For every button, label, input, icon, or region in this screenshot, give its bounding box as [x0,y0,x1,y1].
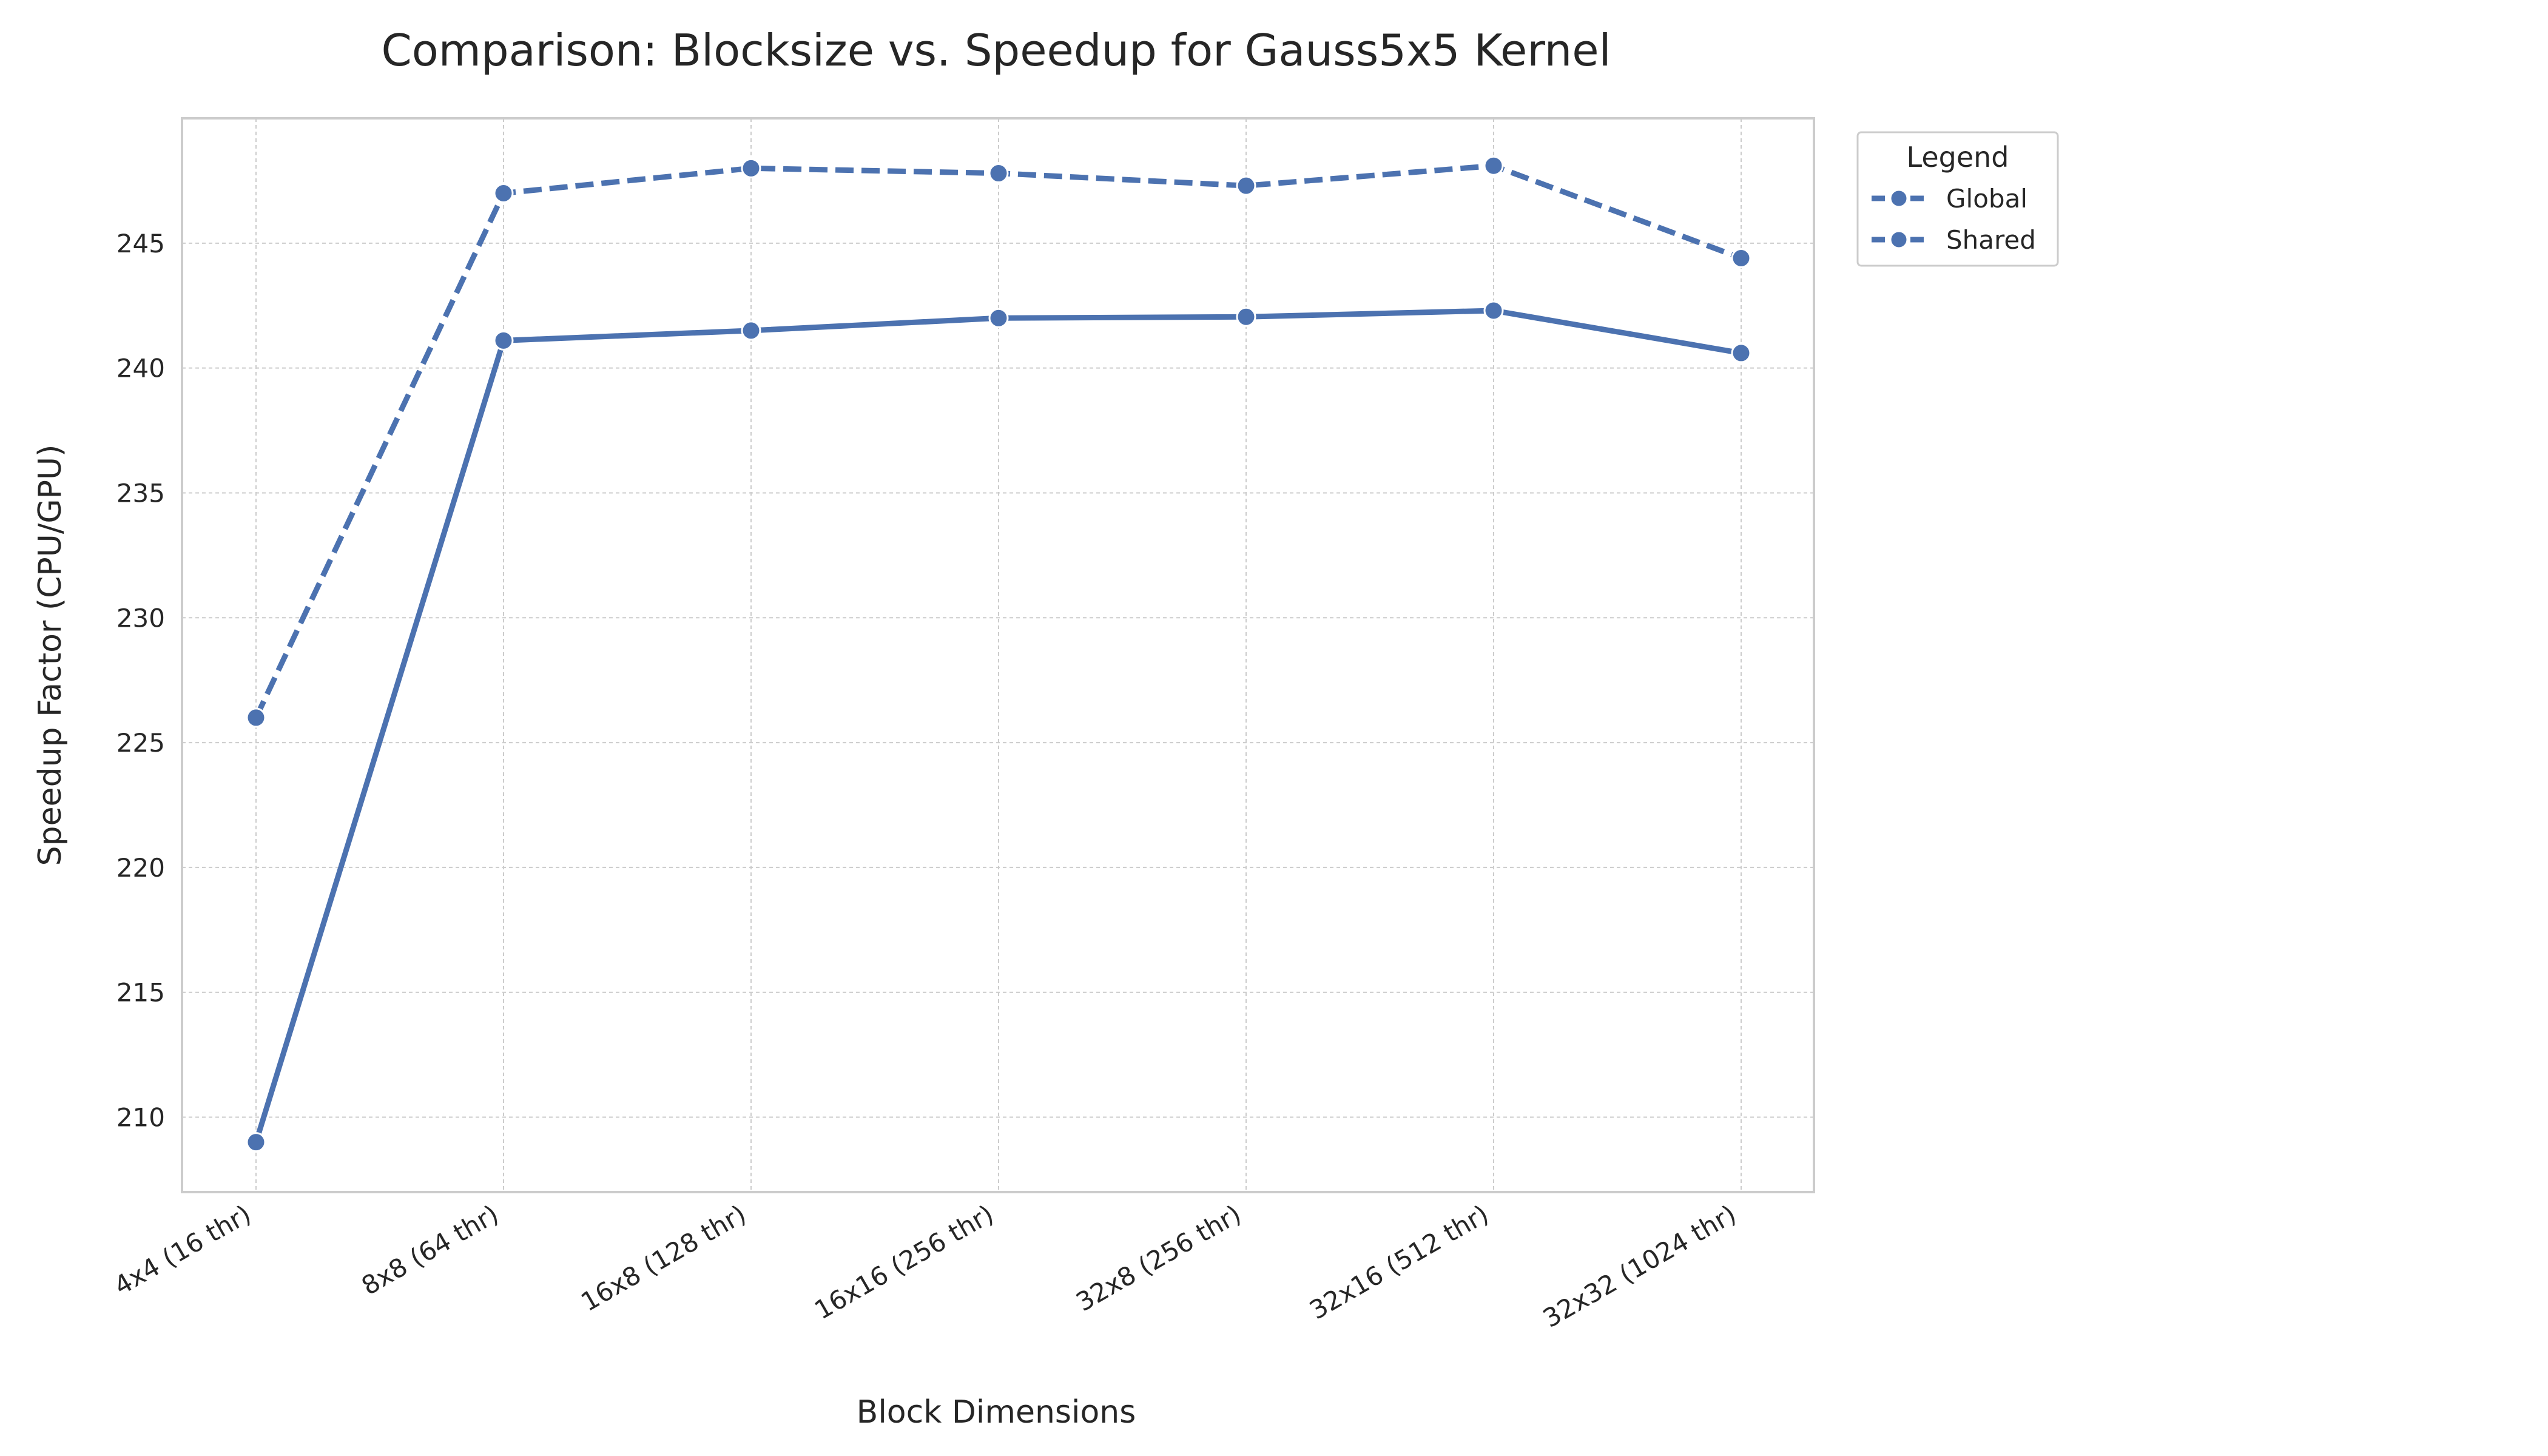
data-point-global [988,308,1009,328]
grid-layer [182,118,1814,1192]
x-tick-label: 4x4 (16 thr) [109,1199,256,1301]
data-point-global [246,1132,266,1153]
legend-box [1856,131,2059,267]
legend-entries: Global Shared [1872,184,2036,255]
data-point-global [1731,343,1751,363]
y-tick-label: 230 [116,603,165,633]
legend-marker [1889,189,1909,208]
y-tick-label: 240 [116,354,165,383]
data-point-shared [246,707,266,728]
x-tick-label: 16x16 (256 thr) [809,1199,999,1325]
y-tick-label: 215 [116,978,165,1008]
plot-frame [181,117,1815,1193]
data-point-shared [1236,175,1256,196]
chart-title: Comparison: Blocksize vs. Speedup for Ga… [381,25,1611,76]
y-tick-label: 235 [116,478,165,508]
y-tick-label: 245 [116,229,165,258]
x-axis-label: Block Dimensions [857,1394,1136,1431]
series-global [246,300,1751,1153]
data-point-global [1236,306,1256,327]
legend-title: Legend [1907,141,2009,174]
series-layer [246,155,1751,1153]
x-tick-label: 16x8 (128 thr) [576,1199,751,1317]
legend-marker [1889,230,1909,249]
y-tick-label: 225 [116,728,165,758]
y-tick-label: 210 [116,1103,165,1133]
y-tick-labels: 210 215 220 225 230 235 240 245 [116,229,165,1133]
data-point-global [493,330,514,351]
data-point-shared [493,183,514,203]
legend-entry-shared: Shared [1872,225,2036,255]
data-point-shared [988,163,1009,184]
data-point-shared [1483,155,1504,176]
x-tick-label: 32x16 (512 thr) [1304,1199,1494,1325]
data-point-shared [1731,248,1751,269]
legend-entry-global: Global [1872,184,2027,214]
x-tick-labels: 4x4 (16 thr) 8x8 (64 thr) 16x8 (128 thr) 16… [109,1199,1741,1333]
data-point-global [1483,300,1504,321]
legend-label: Global [1946,184,2027,214]
x-tick-label: 32x8 (256 thr) [1071,1199,1246,1317]
x-tick-label: 8x8 (64 thr) [357,1199,504,1301]
series-shared [246,155,1751,728]
y-tick-label: 220 [116,853,165,883]
data-point-global [741,320,761,341]
y-axis-label: Speedup Factor (CPU/GPU) [32,445,69,866]
legend-label: Shared [1946,225,2036,255]
data-point-shared [741,158,761,178]
x-tick-label: 32x32 (1024 thr) [1538,1199,1741,1333]
legend: Legend Global Shared [1856,131,2059,267]
